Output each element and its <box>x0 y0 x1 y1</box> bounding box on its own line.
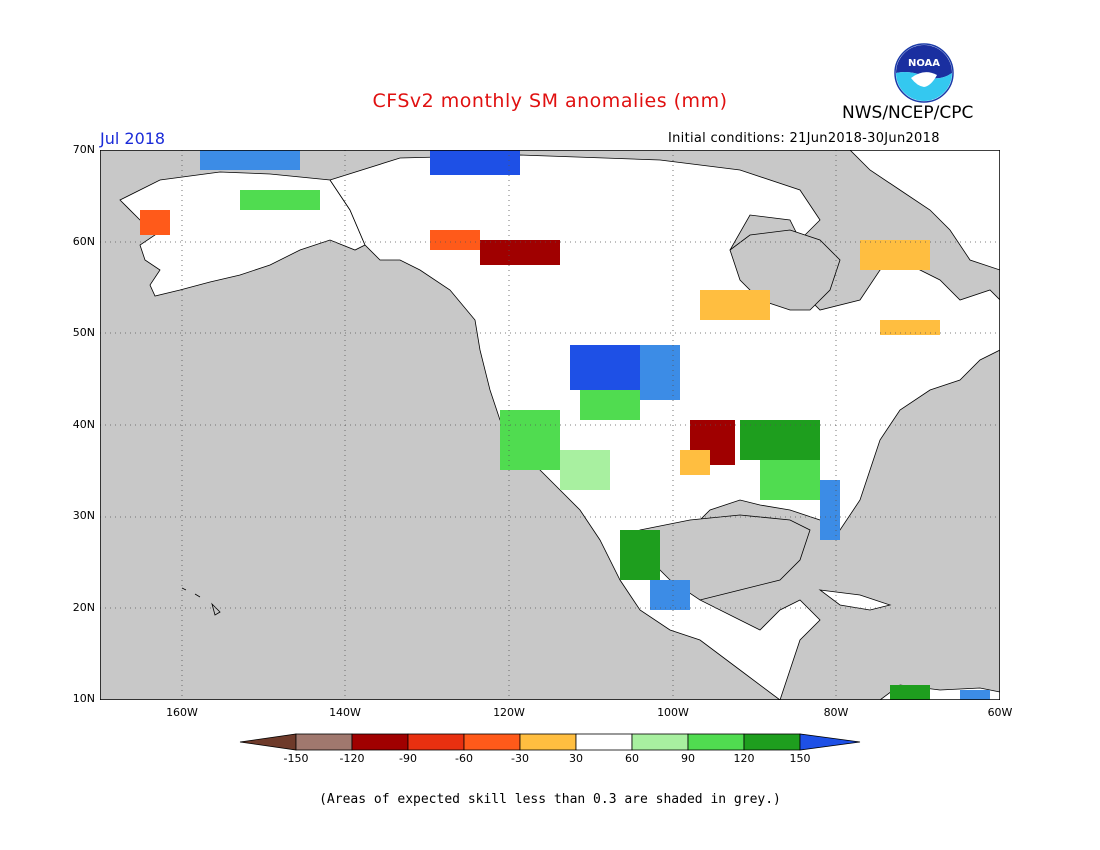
forecast-month: Jul 2018 <box>100 129 166 148</box>
colorbar-label: -90 <box>399 752 417 765</box>
anomaly-cells <box>140 150 990 700</box>
cuba-land <box>818 589 892 611</box>
colorbar-label: 30 <box>569 752 583 765</box>
colorbar-label: -120 <box>339 752 365 765</box>
colorbar-cell <box>799 733 861 751</box>
colorbar-label: 90 <box>681 752 695 765</box>
lon-label-140w: 140W <box>329 706 361 719</box>
noaa-logo-icon: NOAA <box>894 43 954 103</box>
colorbar-label: 150 <box>789 752 811 765</box>
colorbar-cell <box>519 733 577 751</box>
agency-label: NWS/NCEP/CPC <box>842 103 974 123</box>
colorbar-label: -150 <box>283 752 309 765</box>
colorbar-cell <box>575 733 633 751</box>
lon-label-60w: 60W <box>987 706 1013 719</box>
colorbar-cell <box>631 733 689 751</box>
colorbar-cell <box>407 733 465 751</box>
lat-label-60n: 60N <box>72 235 95 248</box>
colorbar-label: 60 <box>625 752 639 765</box>
lat-label-20n: 20N <box>72 601 95 614</box>
colorbar-cell <box>351 733 409 751</box>
colorbar-cell <box>295 733 353 751</box>
colorbar-cell <box>743 733 801 751</box>
colorbar-label: -60 <box>455 752 473 765</box>
gulf-of-mexico <box>639 514 811 601</box>
colorbar <box>239 733 861 751</box>
lon-label-100w: 100W <box>657 706 689 719</box>
colorbar-cell <box>239 733 297 751</box>
graticule <box>100 150 1000 700</box>
map-title: CFSv2 monthly SM anomalies (mm) <box>372 90 728 112</box>
colorbar-label: -30 <box>511 752 529 765</box>
lat-label-10n: 10N <box>72 692 95 705</box>
colorbar-label: 120 <box>733 752 755 765</box>
lat-label-70n: 70N <box>72 143 95 156</box>
lon-label-80w: 80W <box>823 706 849 719</box>
lon-label-120w: 120W <box>493 706 525 719</box>
lat-label-50n: 50N <box>72 326 95 339</box>
lat-label-30n: 30N <box>72 509 95 522</box>
lat-label-40n: 40N <box>72 418 95 431</box>
initial-conditions: Initial conditions: 21Jun2018-30Jun2018 <box>668 131 940 146</box>
lon-label-160w: 160W <box>166 706 198 719</box>
noaa-logo-text: NOAA <box>908 58 940 69</box>
map-panel <box>100 150 1000 700</box>
colorbar-cell <box>687 733 745 751</box>
skill-footnote: (Areas of expected skill less than 0.3 a… <box>319 792 781 807</box>
colorbar-cell <box>463 733 521 751</box>
greenland-land <box>849 150 1000 271</box>
